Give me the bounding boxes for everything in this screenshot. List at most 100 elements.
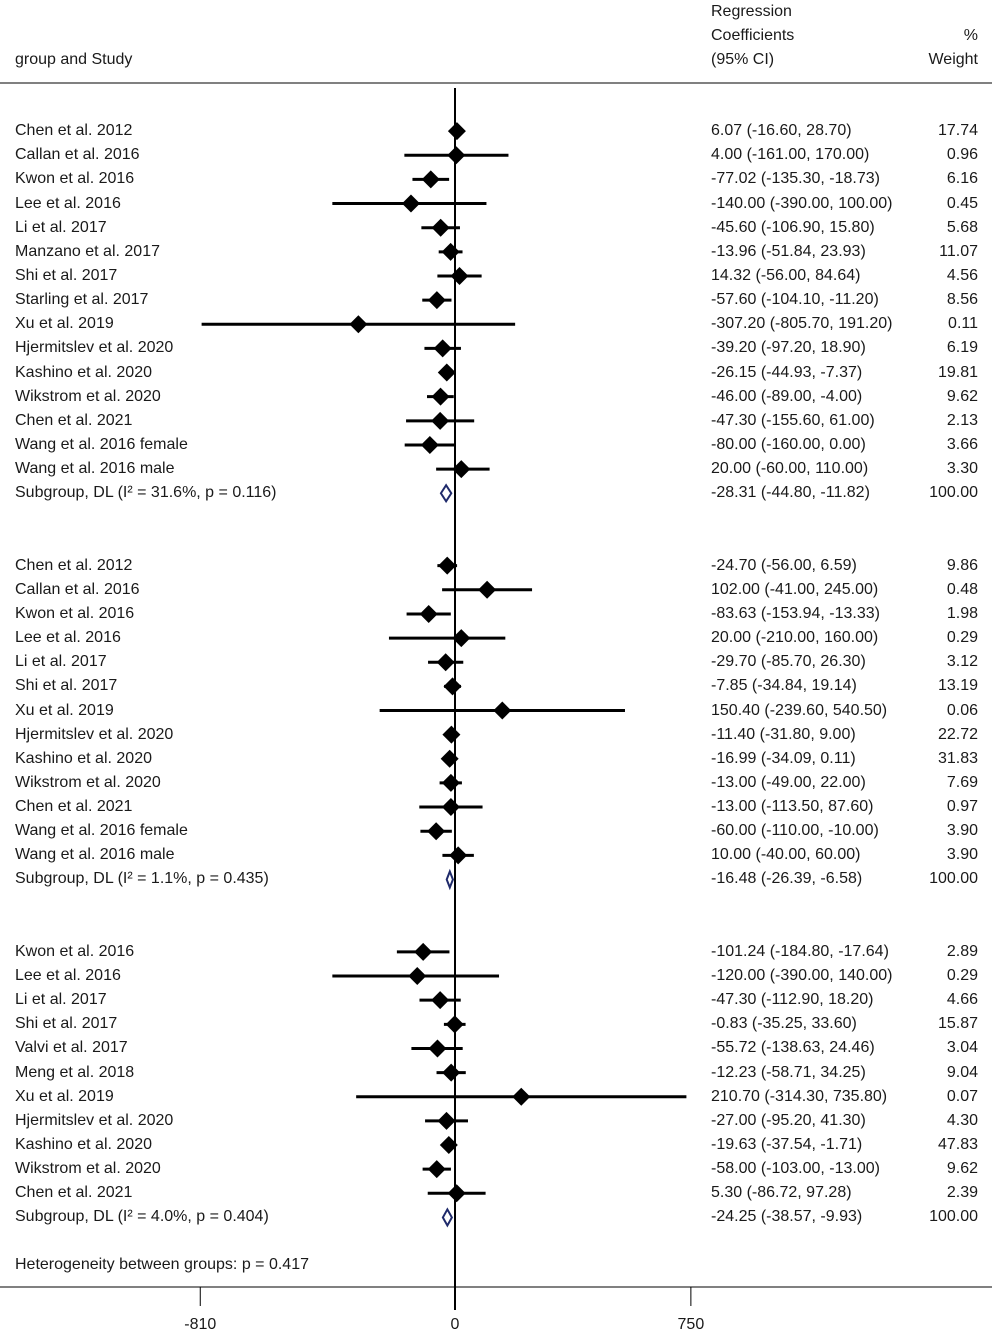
ci-text: 20.00 (-60.00, 110.00) — [711, 460, 869, 478]
study-row: Li et al. 2017 -29.70 (-85.70, 26.30) 3.12 — [0, 650, 992, 674]
study-row: Li et al. 2017 -45.60 (-106.90, 15.80) 5.6… — [0, 216, 992, 240]
study-row: Chen et al. 2012 6.07 (-16.60, 28.70) 17.7… — [0, 119, 992, 143]
weight-text: 6.19 — [946, 339, 978, 357]
study-row: Kashino et al. 2020 -26.15 (-44.93, -7.37… — [0, 361, 992, 385]
weight-text: 3.30 — [946, 460, 978, 478]
weight-text: 3.04 — [946, 1039, 978, 1057]
study-row: Shi et al. 2017 -7.85 (-34.84, 19.14) 13.1… — [0, 674, 992, 698]
weight-text: 47.83 — [937, 1136, 978, 1154]
study-label: Chen et al. 2021 — [15, 411, 133, 429]
ci-text: 6.07 (-16.60, 28.70) — [711, 122, 852, 140]
column-header-coef-line3: (95% CI) — [711, 51, 775, 68]
study-label: Kashino et al. 2020 — [15, 749, 152, 767]
point-estimate-marker — [437, 1111, 456, 1130]
weight-text: 2.39 — [946, 1184, 978, 1202]
study-row: Shi et al. 2017 14.32 (-56.00, 84.64) 4.56 — [0, 264, 992, 288]
weight-text: 1.98 — [946, 604, 978, 622]
weight-text: 22.72 — [937, 725, 978, 743]
study-row: Wikstrom et al. 2020 -46.00 (-89.00, -4.0… — [0, 385, 992, 409]
point-estimate-marker — [438, 556, 457, 575]
study-row: Li et al. 2017 -47.30 (-112.90, 18.20) 4.6… — [0, 988, 992, 1012]
ci-text: -46.00 (-89.00, -4.00) — [711, 387, 863, 405]
point-estimate-marker — [452, 629, 471, 648]
study-row: Kwon et al. 2016 -101.24 (-184.80, -17.64… — [0, 940, 992, 964]
study-row: Xu et al. 2019 150.40 (-239.60, 540.50) 0.… — [0, 699, 992, 723]
study-label: Chen et al. 2021 — [15, 798, 133, 816]
ci-text: -7.85 (-34.84, 19.14) — [711, 677, 857, 695]
weight-text: 2.89 — [946, 942, 978, 960]
study-row: Kashino et al. 2020 -16.99 (-34.09, 0.11)… — [0, 747, 992, 771]
weight-text: 9.62 — [946, 1160, 978, 1178]
column-header-weight-line2: Weight — [928, 51, 978, 68]
point-estimate-marker — [441, 773, 460, 792]
subgroup-label: Subgroup, DL (I² = 4.0%, p = 0.404) — [15, 1208, 269, 1226]
point-estimate-marker — [445, 1015, 464, 1034]
subgroup-ci-text: -28.31 (-44.80, -11.82) — [711, 484, 870, 502]
ci-text: -80.00 (-160.00, 0.00) — [711, 435, 866, 453]
point-estimate-marker — [452, 460, 471, 479]
point-estimate-marker — [441, 798, 460, 817]
weight-text: 6.16 — [946, 170, 978, 188]
subgroup-row: Subgroup, DL (I² = 1.1%, p = 0.435) -16.4… — [0, 867, 992, 891]
ci-text: -307.20 (-805.70, 191.20) — [711, 315, 893, 333]
study-row: Kwon et al. 2016 -83.63 (-153.94, -13.33)… — [0, 602, 992, 626]
study-label: Wikstrom et al. 2020 — [15, 773, 161, 791]
ci-text: -60.00 (-110.00, -10.00) — [711, 822, 879, 840]
weight-text: 2.13 — [946, 411, 978, 429]
study-label: Hjermitslev et al. 2020 — [15, 725, 174, 743]
ci-text: -16.99 (-34.09, 0.11) — [711, 749, 856, 767]
study-row: Meng et al. 2018 -12.23 (-58.71, 34.25) 9.… — [0, 1061, 992, 1085]
study-label: Li et al. 2017 — [15, 653, 107, 671]
weight-text: 19.81 — [937, 363, 978, 381]
column-header-coef-line2: Coefficients — [711, 27, 795, 44]
point-estimate-marker — [447, 122, 466, 141]
study-row: Lee et al. 2016 20.00 (-210.00, 160.00) 0.… — [0, 626, 992, 650]
ci-text: -19.63 (-37.54, -1.71) — [711, 1136, 863, 1154]
column-header-weight-line1: % — [963, 27, 978, 44]
study-row: Wang et al. 2016 male 10.00 (-40.00, 60.0… — [0, 843, 992, 867]
weight-text: 0.97 — [946, 798, 978, 816]
ci-text: -29.70 (-85.70, 26.30) — [711, 653, 866, 671]
ci-text: 10.00 (-40.00, 60.00) — [711, 846, 861, 864]
weight-text: 9.86 — [946, 556, 978, 574]
weight-text: 3.66 — [946, 435, 978, 453]
study-row: Chen et al. 2012 -24.70 (-56.00, 6.59) 9.8… — [0, 554, 992, 578]
point-estimate-marker — [427, 822, 446, 841]
study-row: Hjermitslev et al. 2020 -27.00 (-95.20, 4… — [0, 1109, 992, 1133]
study-label: Kwon et al. 2016 — [15, 604, 135, 622]
point-estimate-marker — [431, 387, 450, 406]
point-estimate-marker — [427, 1160, 446, 1179]
study-label: Xu et al. 2019 — [15, 701, 114, 719]
point-estimate-marker — [512, 1087, 531, 1106]
ci-text: -58.00 (-103.00, -13.00) — [711, 1160, 880, 1178]
ci-text: -13.00 (-113.50, 87.60) — [711, 798, 874, 816]
x-tick-label: 750 — [677, 1316, 705, 1333]
x-tick-label: -810 — [184, 1316, 217, 1333]
study-label: Kwon et al. 2016 — [15, 942, 135, 960]
ci-text: -13.96 (-51.84, 23.93) — [711, 242, 866, 260]
subgroup-diamond — [439, 483, 453, 504]
ci-text: 4.00 (-161.00, 170.00) — [711, 146, 870, 164]
ci-text: -24.70 (-56.00, 6.59) — [711, 556, 857, 574]
study-label: Chen et al. 2021 — [15, 1184, 133, 1202]
study-row: Starling et al. 2017 -57.60 (-104.10, -11… — [0, 288, 992, 312]
study-label: Kwon et al. 2016 — [15, 170, 135, 188]
weight-text: 15.87 — [937, 1015, 978, 1033]
weight-text: 13.19 — [937, 677, 978, 695]
weight-text: 0.45 — [946, 194, 978, 212]
study-label: Lee et al. 2016 — [15, 629, 121, 647]
subgroup-label: Subgroup, DL (I² = 31.6%, p = 0.116) — [15, 484, 277, 502]
point-estimate-marker — [450, 266, 469, 285]
point-estimate-marker — [433, 339, 452, 358]
point-estimate-marker — [442, 725, 461, 744]
point-estimate-marker — [419, 604, 438, 623]
group-header-row — [0, 916, 992, 940]
weight-text: 3.90 — [946, 846, 978, 864]
study-row: Valvi et al. 2017 -55.72 (-138.63, 24.46)… — [0, 1036, 992, 1060]
weight-text: 4.66 — [946, 991, 978, 1009]
study-row: Kwon et al. 2016 -77.02 (-135.30, -18.73)… — [0, 167, 992, 191]
ci-text: -140.00 (-390.00, 100.00) — [711, 194, 893, 212]
point-estimate-marker — [449, 846, 468, 865]
point-estimate-marker — [440, 749, 459, 768]
point-estimate-marker — [439, 1136, 458, 1155]
